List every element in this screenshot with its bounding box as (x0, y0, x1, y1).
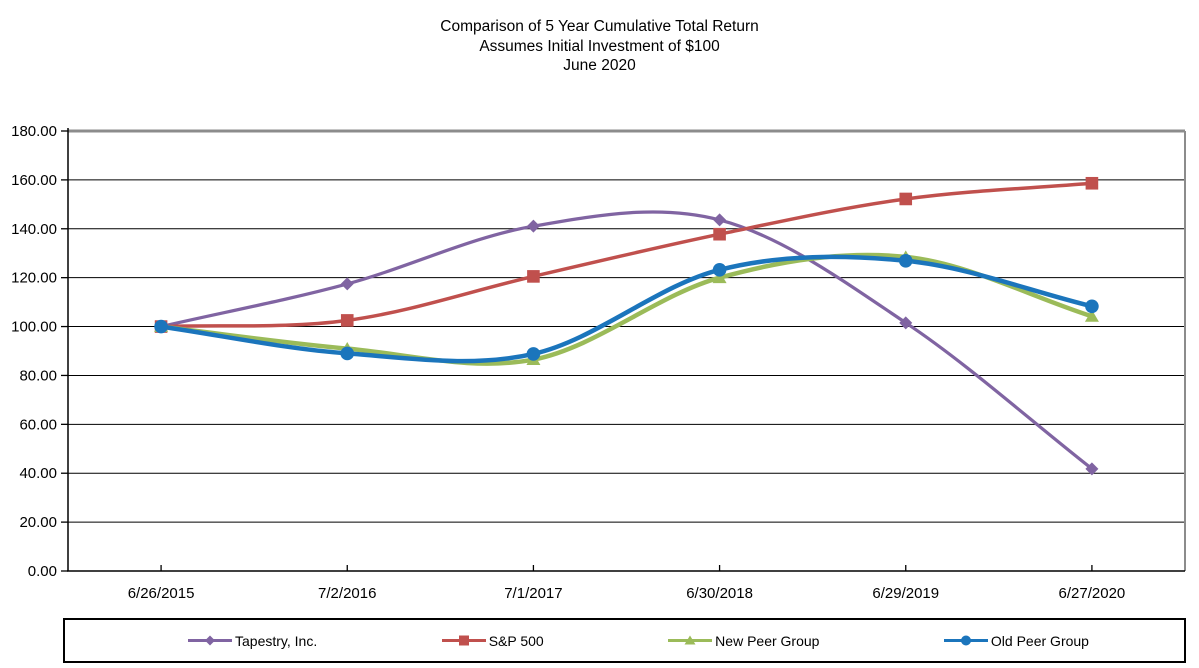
data-point-marker (713, 227, 726, 241)
x-axis-label: 6/26/2015 (128, 585, 195, 602)
legend-item-old-peer-group: Old Peer Group (943, 633, 1089, 649)
y-axis-label: 20.00 (19, 514, 57, 531)
x-axis-label: 7/1/2017 (504, 585, 562, 602)
x-axis-label: 6/29/2019 (872, 585, 939, 602)
y-axis-label: 40.00 (19, 465, 57, 482)
chart-title-line1: Comparison of 5 Year Cumulative Total Re… (440, 18, 759, 35)
data-point-marker (1085, 176, 1099, 190)
chart-title: Comparison of 5 Year Cumulative Total Re… (0, 17, 1199, 76)
data-point-marker (526, 219, 540, 233)
legend-marker-square-icon (441, 635, 486, 646)
chart-legend: Tapestry, Inc. S&P 500 New Peer Group Old P… (63, 618, 1186, 663)
legend-label-new-peer-group: New Peer Group (715, 632, 820, 649)
legend-item-new-peer-group: New Peer Group (667, 633, 819, 649)
data-point-marker (898, 253, 913, 268)
legend-item-tapestry-inc: Tapestry, Inc. (187, 633, 317, 649)
data-point-marker (899, 192, 913, 206)
data-point-marker (340, 346, 355, 361)
data-point-marker (340, 314, 354, 327)
data-point-marker (526, 347, 541, 361)
data-point-marker (899, 316, 913, 330)
y-axis-label: 140.00 (11, 221, 57, 238)
y-axis-label: 160.00 (11, 172, 57, 189)
legend-marker-triangle-icon (668, 635, 713, 645)
data-point-marker (527, 270, 540, 283)
y-axis-label: 180.00 (11, 123, 57, 140)
legend-marker-diamond-icon (188, 635, 232, 646)
x-axis-label: 7/2/2016 (318, 585, 376, 602)
data-point-marker (1085, 462, 1099, 476)
data-point-marker (340, 277, 354, 291)
x-axis-label: 6/30/2018 (686, 585, 753, 602)
series-line-old-peer-group (158, 254, 1095, 364)
legend-label-old-peer-group: Old Peer Group (990, 632, 1089, 649)
y-axis-label: 0.00 (28, 563, 57, 580)
legend-label-s-p-500: S&P 500 (488, 632, 544, 649)
chart-title-line3: June 2020 (563, 57, 636, 74)
chart-title-line2: Assumes Initial Investment of $100 (479, 37, 720, 55)
series-line-new-peer-group (158, 252, 1095, 366)
data-point-marker (1085, 299, 1099, 314)
data-point-marker (712, 263, 727, 277)
series-line-s-p-500 (159, 181, 1094, 329)
data-point-marker (1084, 309, 1099, 322)
data-point-marker (154, 319, 168, 334)
x-axis-label: 6/27/2020 (1059, 585, 1126, 602)
y-axis-label: 60.00 (19, 416, 57, 433)
y-axis-label: 120.00 (11, 270, 57, 287)
data-point-marker (712, 271, 727, 284)
legend-item-s-p-500: S&P 500 (441, 633, 544, 649)
y-axis-label: 80.00 (19, 367, 57, 384)
data-point-marker (713, 213, 727, 227)
legend-marker-circle-icon (943, 635, 988, 646)
series-line-tapestry-inc (159, 210, 1094, 471)
y-axis-label: 100.00 (11, 319, 57, 336)
legend-label-tapestry-inc: Tapestry, Inc. (235, 632, 318, 649)
